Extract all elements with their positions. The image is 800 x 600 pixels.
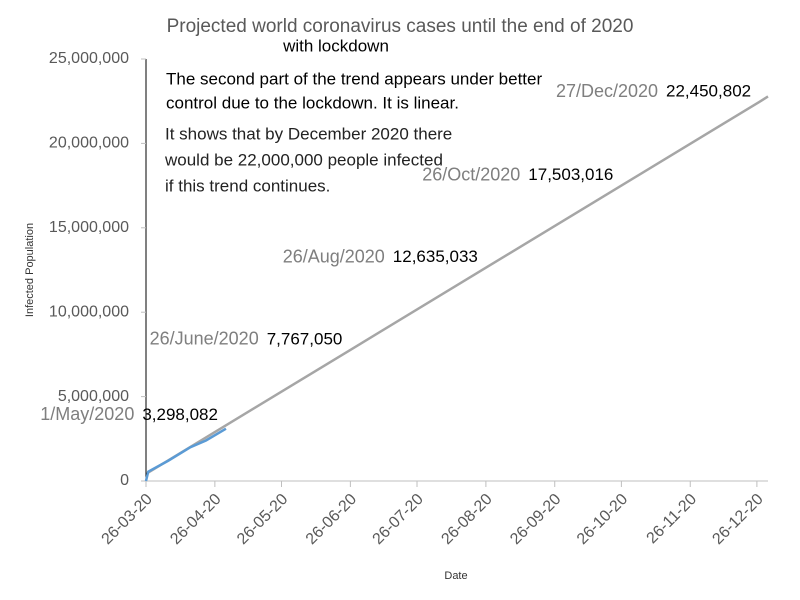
point-label: 27/Dec/2020 (556, 81, 658, 101)
y-tick-label: 15,000,000 (49, 219, 129, 236)
y-tick-label: 20,000,000 (49, 135, 129, 152)
chart-title: with lockdown (282, 36, 389, 55)
note: control due to the lockdown. It is linea… (166, 93, 459, 112)
y-tick-label: 10,000,000 (49, 303, 129, 320)
point-label: 26/Aug/2020 (283, 246, 385, 266)
series-line (144, 427, 227, 482)
chart-title: Projected world coronavirus cases until … (167, 16, 634, 37)
y-tick-label: 0 (120, 472, 129, 489)
y-tick-label: 25,000,000 (49, 50, 129, 67)
point-label: 26/June/2020 (150, 329, 259, 349)
note: if this trend continues. (165, 176, 330, 195)
data-label: 17,503,016 (528, 165, 613, 184)
data-label: 3,298,082 (142, 405, 218, 424)
point-label: 1/May/2020 (40, 404, 134, 424)
note: It shows that by December 2020 there (165, 124, 452, 143)
point-label: 26/Oct/2020 (422, 164, 520, 184)
y-axis-label: Infected Population (24, 223, 36, 317)
data-label: 7,767,050 (267, 329, 343, 348)
y-tick-label: 5,000,000 (58, 388, 129, 405)
note: The second part of the trend appears und… (166, 69, 542, 88)
data-label: 12,635,033 (393, 247, 478, 266)
series-line (147, 95, 769, 474)
note: would be 22,000,000 people infected (164, 150, 443, 169)
x-axis-label: Date (444, 570, 467, 582)
data-label: 22,450,802 (666, 82, 751, 101)
